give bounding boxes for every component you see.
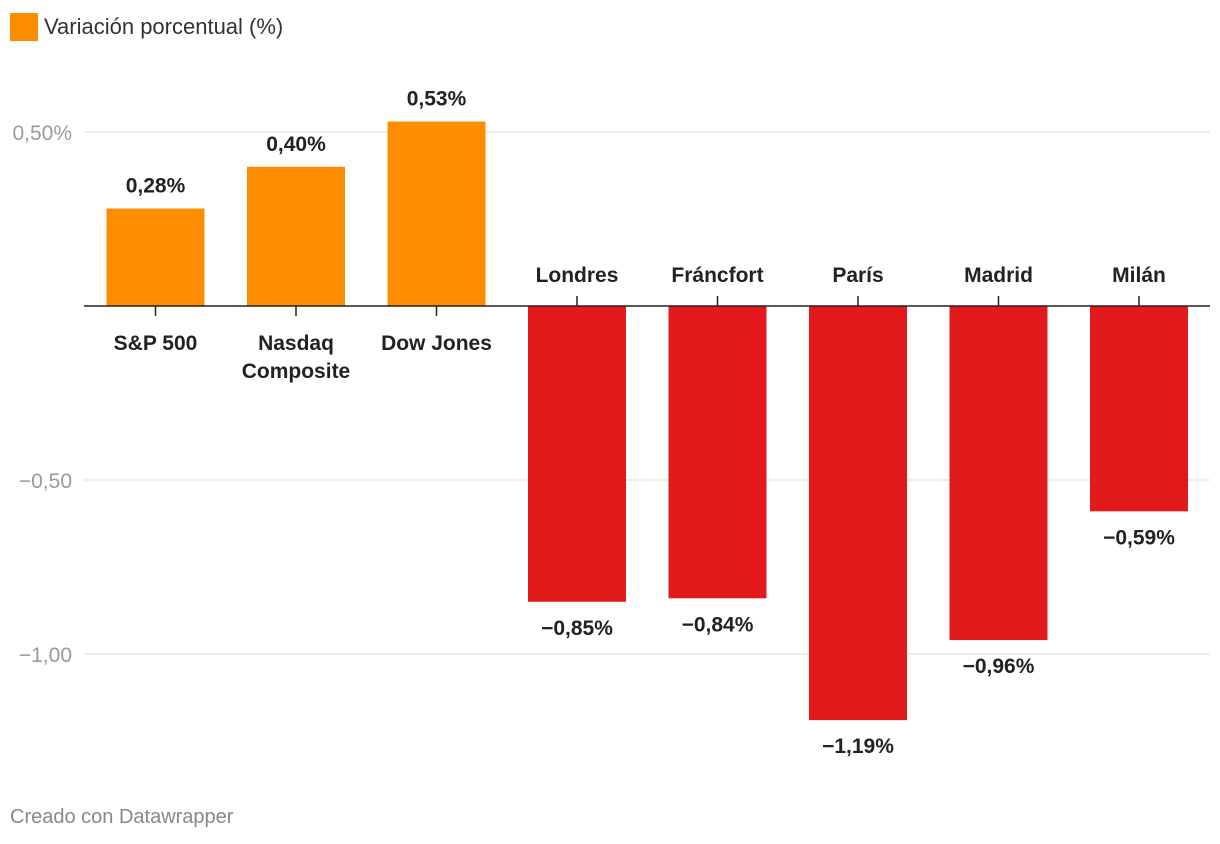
credit-footer: Creado con Datawrapper [10,806,234,828]
bar [387,121,486,306]
bar [106,208,205,306]
bars [106,121,1188,721]
legend-swatch [10,13,38,41]
data-label: −1,19% [822,735,894,758]
category-label: Madrid [964,264,1033,287]
labels: 0,50% −0,50 −1,00 0,28% S&P 500 0,40% Nasdaq Co… [12,88,1210,758]
data-label: −0,84% [682,613,754,636]
bar [668,306,767,599]
category-label: Nasdaq [258,332,334,355]
y-tick-label: −0,50 [19,470,72,493]
y-tick-label: 0,50% [12,122,72,145]
bar [1090,306,1188,512]
category-label: Fráncfort [671,264,763,287]
bar [809,306,907,721]
bar [247,166,345,306]
category-label: Milán [1112,264,1166,287]
data-label: 0,40% [266,133,326,156]
data-label: −0,96% [963,655,1035,678]
legend: Variación porcentual (%) [10,12,283,42]
y-tick-label: −1,00 [19,644,72,667]
legend-label: Variación porcentual (%) [44,14,284,39]
category-label: París [832,264,883,287]
data-label: 0,28% [126,175,186,198]
category-label: Dow Jones [381,332,492,355]
category-label: S&P 500 [114,332,198,355]
bar [528,306,626,602]
data-label: 0,53% [407,88,467,111]
category-label: Composite [242,360,351,383]
data-label: −0,85% [541,617,613,640]
category-label: Londres [536,264,619,287]
bar [949,306,1048,641]
data-label: −0,59% [1103,526,1175,549]
